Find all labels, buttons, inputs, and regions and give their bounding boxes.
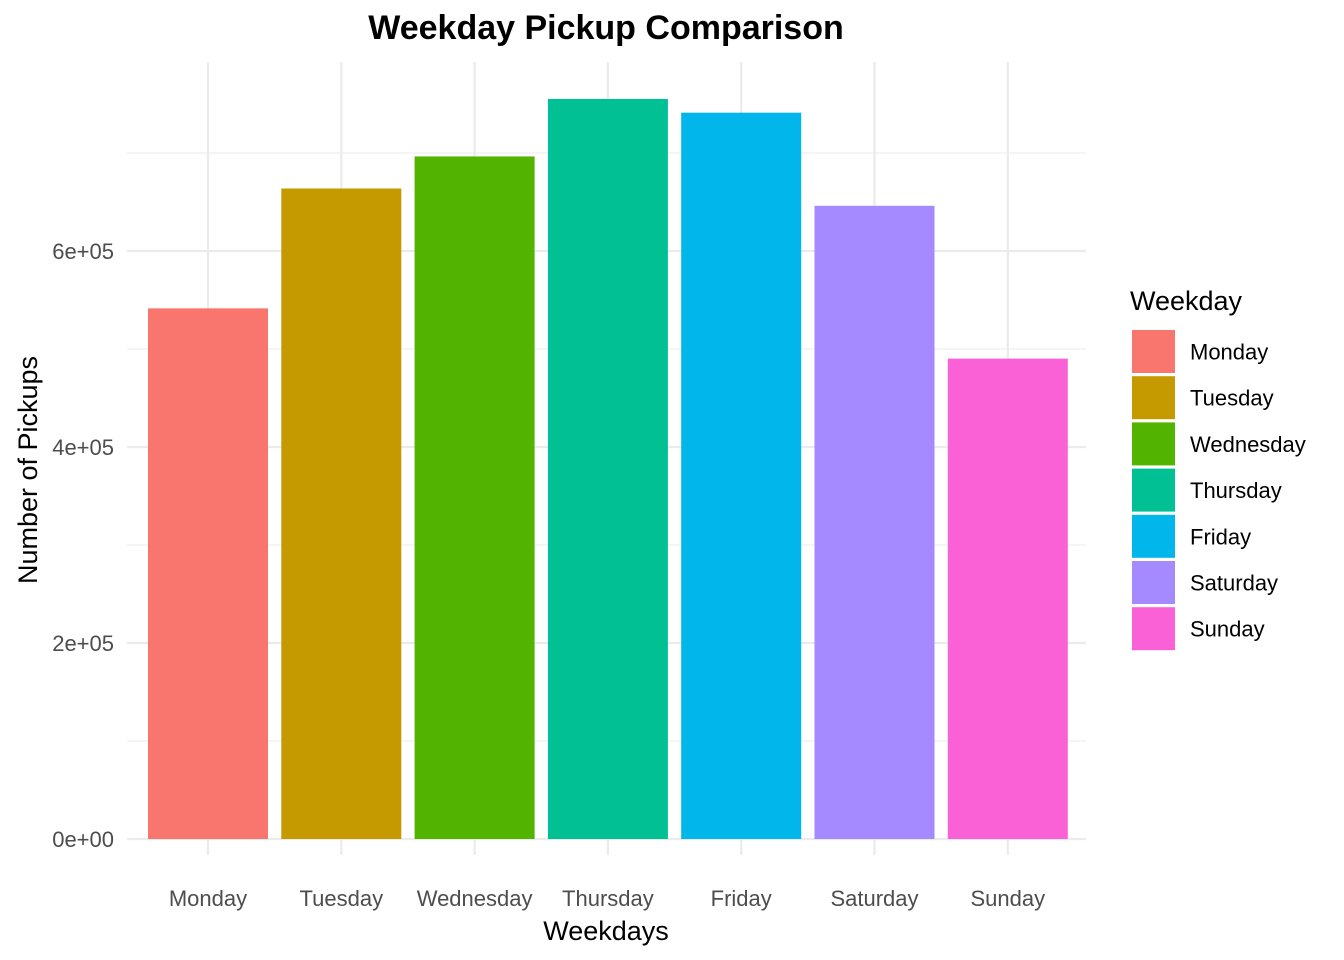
bar-friday bbox=[681, 112, 802, 839]
legend-label: Saturday bbox=[1190, 571, 1278, 596]
y-tick-label: 4e+05 bbox=[52, 435, 114, 460]
bar-monday bbox=[148, 308, 268, 840]
y-axis-title: Number of Pickups bbox=[13, 356, 43, 584]
y-tick-label: 2e+05 bbox=[52, 631, 114, 656]
x-tick-label: Tuesday bbox=[300, 886, 384, 911]
bar-sunday bbox=[947, 358, 1068, 839]
legend-key-wednesday bbox=[1132, 422, 1175, 466]
legend-key-friday bbox=[1132, 514, 1175, 558]
x-tick-label: Monday bbox=[169, 886, 247, 911]
x-tick-label: Sunday bbox=[970, 886, 1045, 911]
x-axis: Monday Tuesday Wednesday Thursday Friday Satu… bbox=[169, 886, 1045, 911]
x-tick-label: Friday bbox=[711, 886, 772, 911]
legend-key-thursday bbox=[1132, 468, 1175, 512]
bars bbox=[148, 98, 1068, 840]
y-tick-label: 0e+00 bbox=[52, 827, 114, 852]
chart-title: Weekday Pickup Comparison bbox=[368, 9, 844, 47]
x-tick-label: Wednesday bbox=[417, 886, 533, 911]
x-tick-label: Saturday bbox=[830, 886, 918, 911]
bar-wednesday bbox=[414, 156, 535, 839]
legend-key-monday bbox=[1132, 330, 1175, 373]
y-tick-label: 6e+05 bbox=[52, 239, 114, 264]
legend-key-sunday bbox=[1132, 607, 1175, 651]
bar-thursday bbox=[547, 98, 668, 840]
legend: Weekday Monday Tuesday Wednesday Thursday Fr… bbox=[1130, 286, 1306, 651]
legend-label: Friday bbox=[1190, 524, 1251, 549]
legend-label: Monday bbox=[1190, 340, 1268, 365]
legend-label: Thursday bbox=[1190, 478, 1282, 503]
legend-label: Wednesday bbox=[1190, 432, 1306, 457]
y-axis: 0e+00 2e+05 4e+05 6e+05 bbox=[52, 239, 114, 852]
legend-key-tuesday bbox=[1132, 376, 1175, 420]
legend-title: Weekday bbox=[1130, 286, 1243, 316]
legend-key-saturday bbox=[1132, 561, 1175, 604]
x-axis-title: Weekdays bbox=[543, 916, 669, 946]
x-tick-label: Thursday bbox=[562, 886, 654, 911]
bar-tuesday bbox=[281, 188, 402, 839]
bar-saturday bbox=[814, 205, 935, 839]
legend-label: Tuesday bbox=[1190, 386, 1274, 411]
legend-label: Sunday bbox=[1190, 617, 1265, 642]
